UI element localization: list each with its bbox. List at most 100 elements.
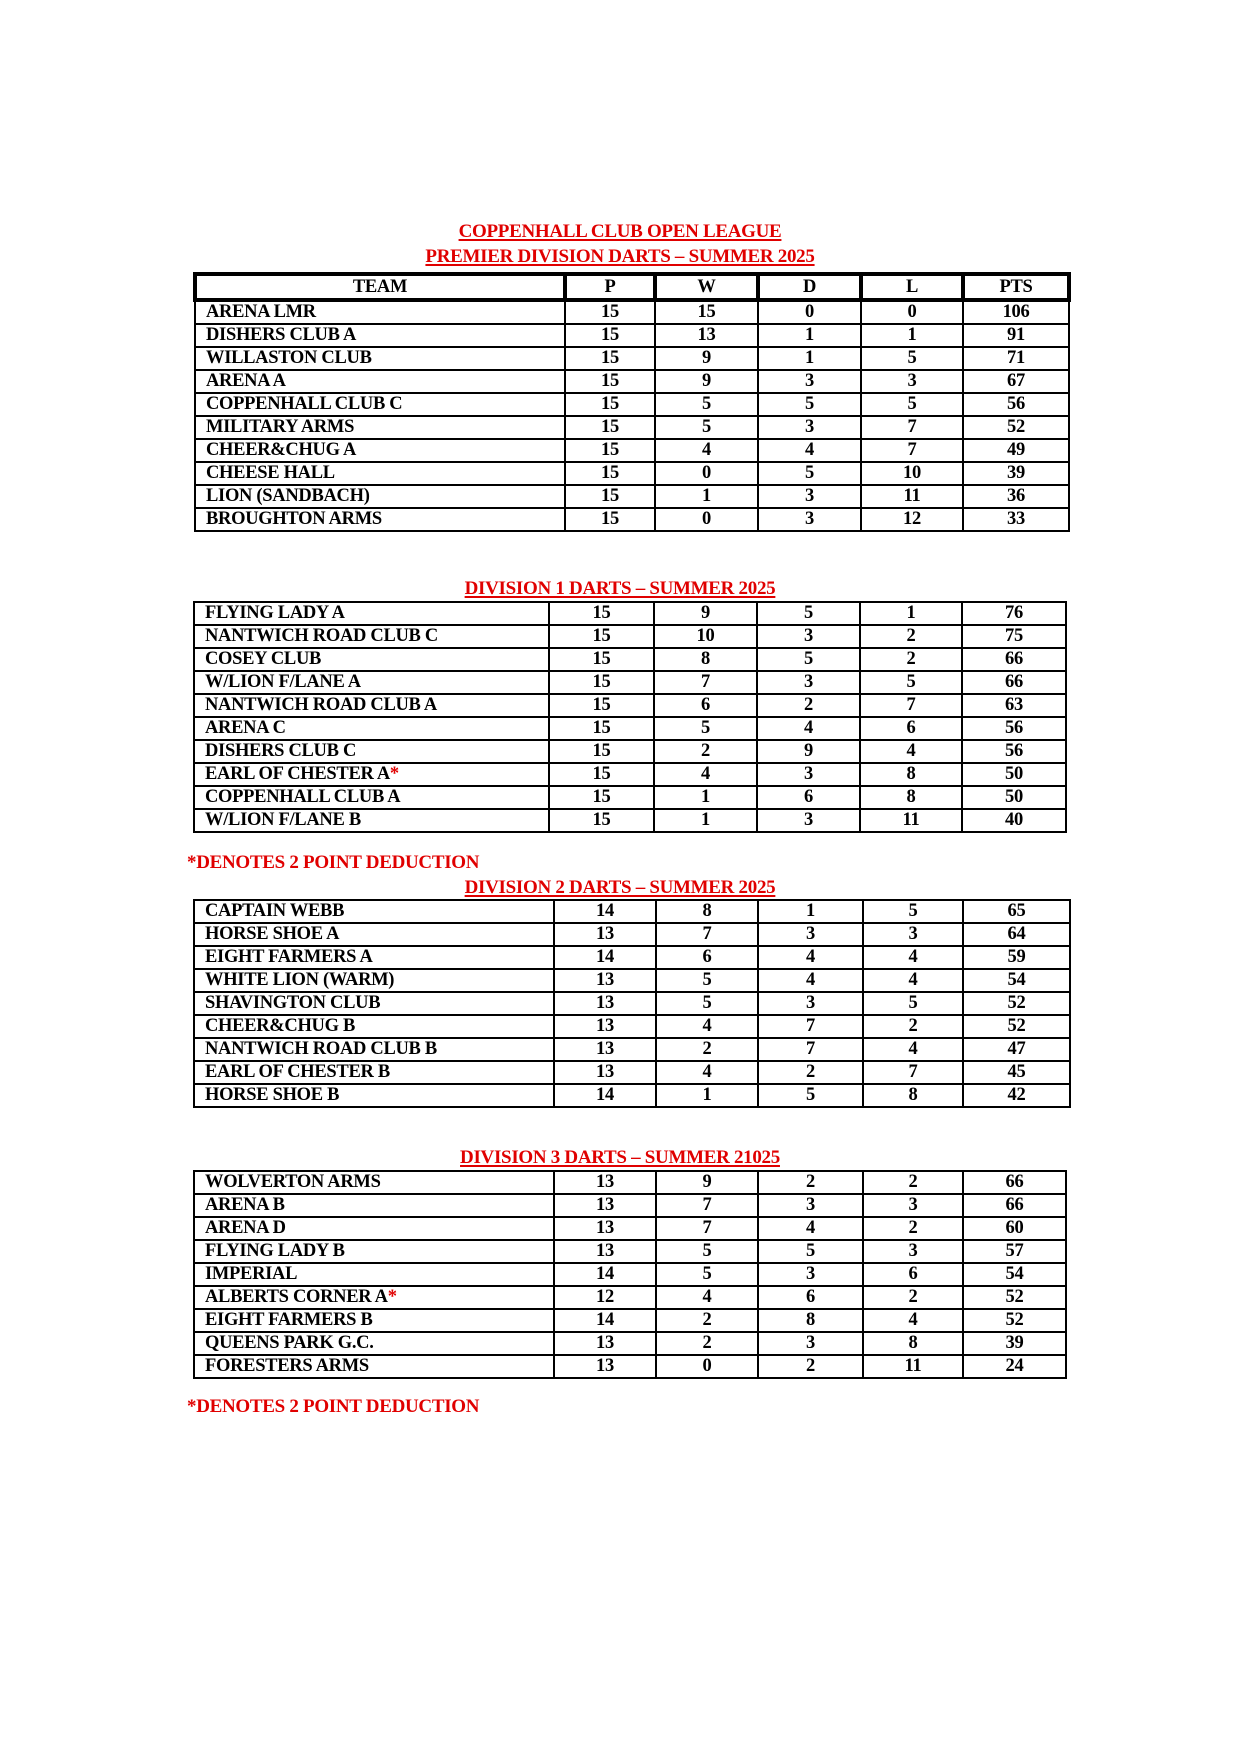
stat-p: 15 — [548, 624, 655, 649]
deduction-marker: * — [387, 1287, 397, 1307]
stat-pts: 49 — [962, 438, 1070, 463]
team-name: CAPTAIN WEBB — [193, 899, 555, 924]
stat-d: 4 — [757, 1216, 864, 1241]
stat-l: 4 — [859, 739, 963, 764]
stat-p: 13 — [553, 1014, 657, 1039]
stat-p: 14 — [553, 1083, 657, 1108]
stat-p: 13 — [553, 991, 657, 1016]
table-row: FLYING LADY B 13 5 5 3 57 — [193, 1239, 1067, 1264]
stat-l: 3 — [862, 922, 964, 947]
stat-l: 6 — [862, 1262, 964, 1287]
stat-pts: 106 — [962, 299, 1070, 325]
stat-d: 4 — [757, 945, 864, 970]
team-name: WILLASTON CLUB — [194, 346, 566, 371]
table-row: ARENA C 15 5 4 6 56 — [193, 716, 1067, 741]
table-row: COSEY CLUB 15 8 5 2 66 — [193, 647, 1067, 672]
table-row: CAPTAIN WEBB 14 8 1 5 65 — [193, 899, 1071, 924]
column-header: W — [653, 272, 760, 302]
stat-d: 2 — [757, 1060, 864, 1085]
stat-w: 1 — [655, 1083, 759, 1108]
stat-pts: 56 — [961, 716, 1067, 741]
team-name: CHEER&CHUG A — [194, 438, 566, 463]
stat-l: 2 — [862, 1014, 964, 1039]
stat-l: 7 — [862, 1060, 964, 1085]
team-name: MILITARY ARMS — [194, 415, 566, 440]
table-row: WILLASTON CLUB 15 9 1 5 71 — [194, 346, 1070, 371]
stat-d: 9 — [756, 739, 861, 764]
column-header: TEAM — [193, 272, 567, 302]
stat-l: 5 — [862, 991, 964, 1016]
league-title: COPPENHALL CLUB OPEN LEAGUE — [458, 221, 782, 242]
stat-w: 7 — [655, 1216, 759, 1241]
team-name: DISHERS CLUB A — [194, 323, 566, 348]
stat-p: 15 — [564, 392, 656, 417]
stat-l: 8 — [859, 762, 963, 787]
stat-w: 7 — [655, 1193, 759, 1218]
stat-pts: 63 — [961, 693, 1067, 718]
stat-w: 2 — [655, 1331, 759, 1356]
team-name: FORESTERS ARMS — [193, 1354, 555, 1379]
team-name: EARL OF CHESTER B — [193, 1060, 555, 1085]
stat-p: 14 — [553, 899, 657, 924]
column-header: D — [756, 272, 863, 302]
table-row: HORSE SHOE B 14 1 5 8 42 — [193, 1083, 1071, 1108]
stat-p: 14 — [553, 945, 657, 970]
stat-p: 15 — [564, 415, 656, 440]
table-row: ARENA A 15 9 3 3 67 — [194, 369, 1070, 394]
stat-d: 3 — [756, 808, 861, 833]
stat-d: 7 — [757, 1037, 864, 1062]
stat-l: 7 — [860, 438, 964, 463]
stat-pts: 39 — [962, 461, 1070, 486]
division-title: DIVISION 1 DARTS – SUMMER 2025 — [464, 578, 776, 599]
stat-l: 10 — [860, 461, 964, 486]
table-row: WHITE LION (WARM) 13 5 4 4 54 — [193, 968, 1071, 993]
table-row: CHEESE HALL 15 0 5 10 39 — [194, 461, 1070, 486]
stat-d: 1 — [757, 899, 864, 924]
stat-w: 5 — [654, 415, 759, 440]
stat-w: 5 — [655, 991, 759, 1016]
stat-l: 3 — [862, 1239, 964, 1264]
table-row: COPPENHALL CLUB A 15 1 6 8 50 — [193, 785, 1067, 810]
stat-pts: 42 — [962, 1083, 1071, 1108]
team-name: HORSE SHOE A — [193, 922, 555, 947]
stat-p: 13 — [553, 1193, 657, 1218]
division-title: DIVISION 3 DARTS – SUMMER 21025 — [460, 1147, 780, 1168]
team-name: WHITE LION (WARM) — [193, 968, 555, 993]
stat-d: 3 — [756, 670, 861, 695]
stat-pts: 66 — [962, 1193, 1067, 1218]
stat-l: 6 — [859, 716, 963, 741]
stat-w: 8 — [653, 647, 758, 672]
stat-d: 3 — [756, 624, 861, 649]
stat-w: 6 — [655, 945, 759, 970]
stat-w: 5 — [655, 1239, 759, 1264]
column-header: L — [859, 272, 965, 302]
stat-pts: 91 — [962, 323, 1070, 348]
stat-p: 13 — [553, 1037, 657, 1062]
stat-w: 5 — [655, 1262, 759, 1287]
team-name: NANTWICH ROAD CLUB B — [193, 1037, 555, 1062]
stat-pts: 50 — [961, 785, 1067, 810]
team-name: ARENA D — [193, 1216, 555, 1241]
table-row: W/LION F/LANE A 15 7 3 5 66 — [193, 670, 1067, 695]
stat-d: 3 — [756, 762, 861, 787]
stat-pts: 56 — [961, 739, 1067, 764]
table-row: QUEENS PARK G.C. 13 2 3 8 39 — [193, 1331, 1067, 1356]
table-row: BROUGHTON ARMS 15 0 3 12 33 — [194, 507, 1070, 532]
team-name: CHEESE HALL — [194, 461, 566, 486]
team-name: ARENA B — [193, 1193, 555, 1218]
table-row: COPPENHALL CLUB C 15 5 5 5 56 — [194, 392, 1070, 417]
stat-pts: 52 — [962, 415, 1070, 440]
stat-pts: 60 — [962, 1216, 1067, 1241]
stat-p: 15 — [564, 461, 656, 486]
column-header: P — [563, 272, 657, 302]
stat-d: 3 — [757, 1193, 864, 1218]
table-header-row: TEAM P W D L PTS — [193, 272, 1071, 302]
stat-d: 5 — [756, 601, 861, 626]
stat-p: 14 — [553, 1262, 657, 1287]
standings-table: CAPTAIN WEBB 14 8 1 5 65 HORSE SHOE A 13 7 3 3 64 EI… — [193, 899, 1071, 1108]
stat-p: 15 — [548, 601, 655, 626]
standings-table: TEAM P W D L PTS ARENA LMR 15 15 0 0 106 DISHERS CLU… — [193, 272, 1071, 532]
stat-pts: 57 — [962, 1239, 1067, 1264]
stat-pts: 52 — [962, 1285, 1067, 1310]
stat-d: 3 — [757, 1331, 864, 1356]
